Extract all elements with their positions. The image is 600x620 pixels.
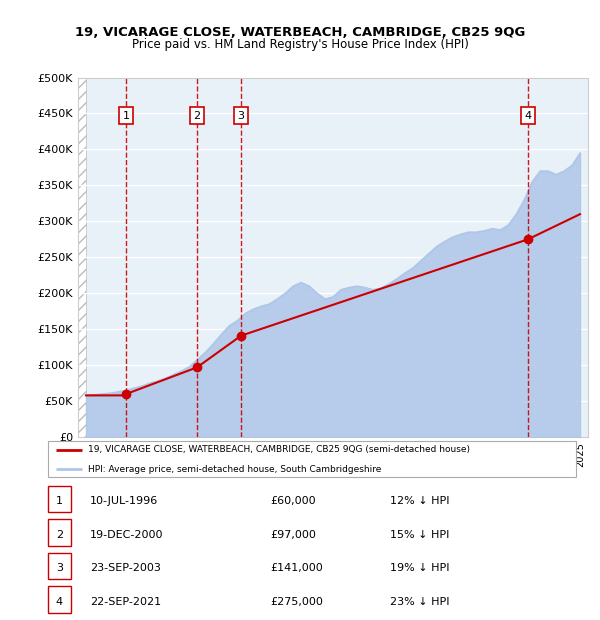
Text: HPI: Average price, semi-detached house, South Cambridgeshire: HPI: Average price, semi-detached house,… — [88, 464, 381, 474]
FancyBboxPatch shape — [48, 441, 576, 477]
Text: 23% ↓ HPI: 23% ↓ HPI — [390, 596, 449, 606]
Text: £60,000: £60,000 — [270, 496, 316, 506]
Text: 1: 1 — [56, 496, 63, 506]
Text: 3: 3 — [238, 110, 245, 121]
Text: 4: 4 — [56, 596, 63, 606]
Text: 10-JUL-1996: 10-JUL-1996 — [90, 496, 158, 506]
Bar — [78, 78, 86, 437]
Text: £141,000: £141,000 — [270, 563, 323, 573]
Text: 12% ↓ HPI: 12% ↓ HPI — [390, 496, 449, 506]
Text: 15% ↓ HPI: 15% ↓ HPI — [390, 529, 449, 539]
Text: 19% ↓ HPI: 19% ↓ HPI — [390, 563, 449, 573]
Text: 4: 4 — [524, 110, 532, 121]
Text: 19-DEC-2000: 19-DEC-2000 — [90, 529, 163, 539]
Text: 22-SEP-2021: 22-SEP-2021 — [90, 596, 161, 606]
Text: 19, VICARAGE CLOSE, WATERBEACH, CAMBRIDGE, CB25 9QG: 19, VICARAGE CLOSE, WATERBEACH, CAMBRIDG… — [75, 26, 525, 39]
Text: 3: 3 — [56, 563, 63, 573]
Text: 23-SEP-2003: 23-SEP-2003 — [90, 563, 161, 573]
Text: £275,000: £275,000 — [270, 596, 323, 606]
Text: 2: 2 — [193, 110, 200, 121]
Text: Price paid vs. HM Land Registry's House Price Index (HPI): Price paid vs. HM Land Registry's House … — [131, 38, 469, 51]
Text: 19, VICARAGE CLOSE, WATERBEACH, CAMBRIDGE, CB25 9QG (semi-detached house): 19, VICARAGE CLOSE, WATERBEACH, CAMBRIDG… — [88, 445, 470, 454]
Text: £97,000: £97,000 — [270, 529, 316, 539]
Text: 2: 2 — [56, 529, 63, 539]
Text: 1: 1 — [123, 110, 130, 121]
